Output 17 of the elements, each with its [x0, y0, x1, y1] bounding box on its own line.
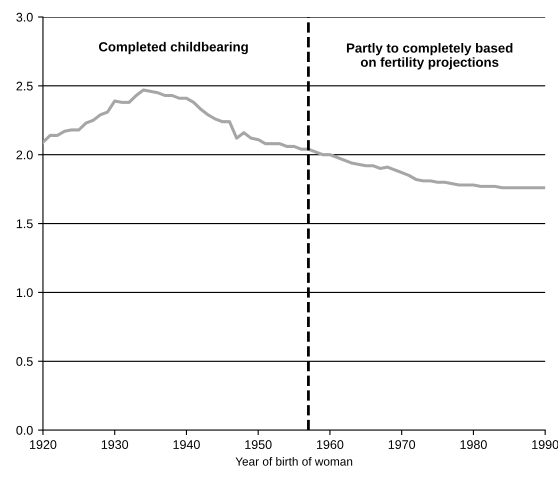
x-axis-title: Year of birth of woman [235, 457, 352, 466]
y-tick-label: 1.0 [16, 288, 33, 298]
x-tick-label: 1980 [460, 440, 487, 450]
x-tick-label: 1950 [245, 440, 272, 450]
annotation: Completed childbearing [98, 42, 248, 54]
annotation: Partly to completely based on fertility projections [346, 43, 512, 70]
y-tick-label: 0.0 [16, 426, 33, 435]
x-tick-label: 1930 [102, 440, 128, 450]
y-tick-label: 2.5 [16, 82, 33, 91]
y-tick-label: 0.5 [16, 357, 33, 366]
x-tick-label: 1970 [388, 440, 416, 450]
x-tick-label: 1920 [30, 440, 56, 450]
x-tick-label: 1940 [174, 440, 200, 450]
y-tick-label: 1.5 [16, 219, 33, 228]
x-tick-label: 1960 [316, 440, 344, 450]
y-tick-label: 2.0 [16, 150, 33, 160]
y-tick-label: 3.0 [16, 12, 33, 22]
